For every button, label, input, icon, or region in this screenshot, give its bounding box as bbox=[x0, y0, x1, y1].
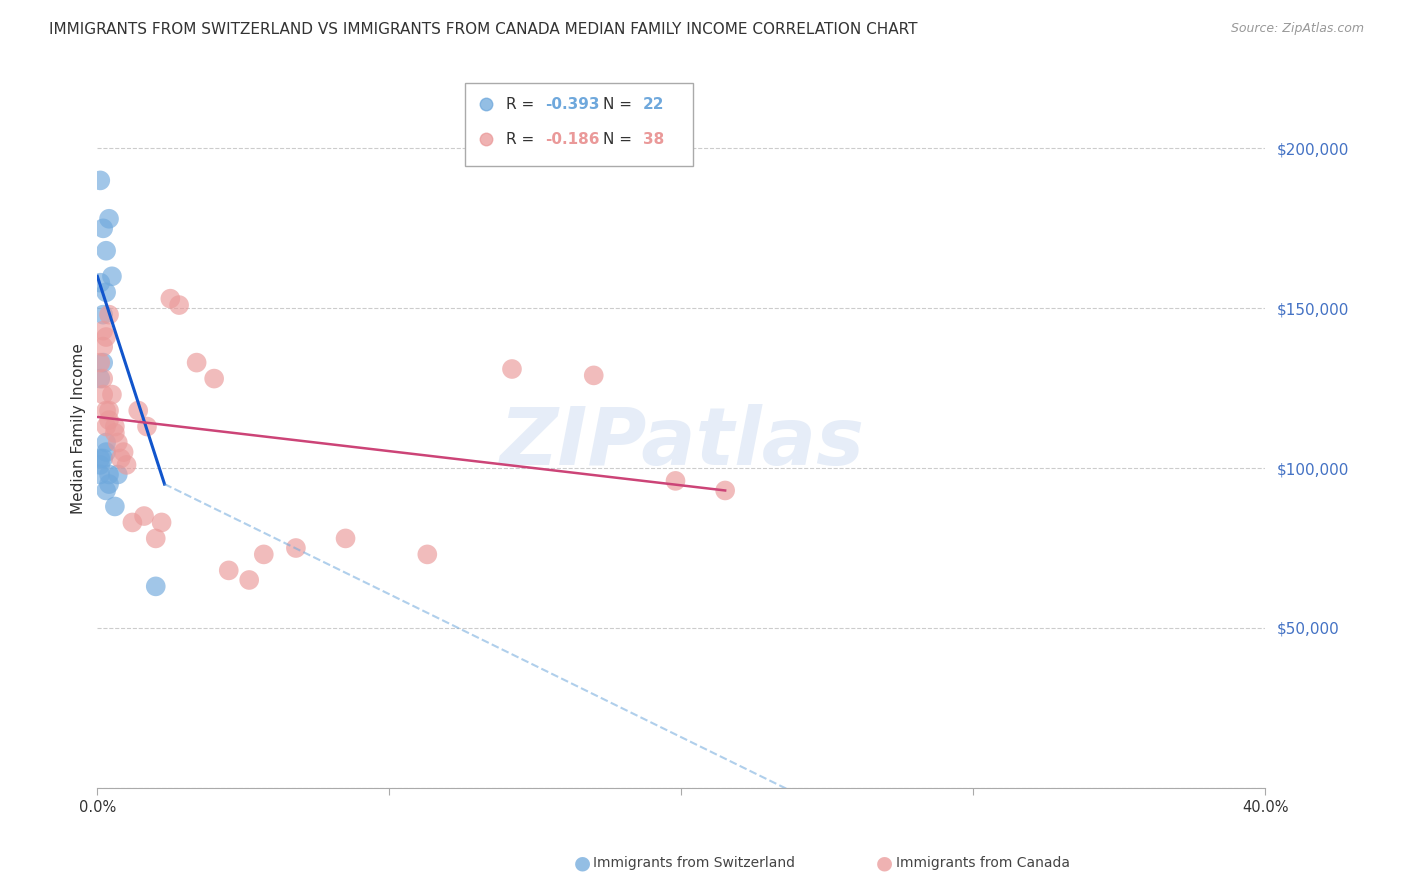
Point bbox=[89, 276, 111, 290]
Point bbox=[238, 573, 260, 587]
Point bbox=[112, 445, 135, 459]
Point bbox=[98, 413, 121, 427]
Point bbox=[94, 285, 117, 300]
Point bbox=[136, 419, 159, 434]
Point bbox=[107, 467, 129, 482]
Point bbox=[94, 445, 117, 459]
Point bbox=[159, 292, 181, 306]
Point bbox=[91, 451, 114, 466]
Point bbox=[110, 451, 132, 466]
Point bbox=[98, 211, 121, 226]
Text: IMMIGRANTS FROM SWITZERLAND VS IMMIGRANTS FROM CANADA MEDIAN FAMILY INCOME CORRE: IMMIGRANTS FROM SWITZERLAND VS IMMIGRANT… bbox=[49, 22, 918, 37]
Point bbox=[89, 458, 111, 472]
Text: Immigrants from Canada: Immigrants from Canada bbox=[896, 856, 1070, 871]
Point bbox=[416, 548, 439, 562]
Text: N =: N = bbox=[603, 131, 637, 146]
Point bbox=[91, 340, 114, 354]
Point bbox=[145, 579, 167, 593]
Point bbox=[104, 419, 127, 434]
Point bbox=[98, 403, 121, 417]
Point bbox=[89, 451, 111, 466]
Point bbox=[335, 532, 357, 546]
Point bbox=[104, 425, 127, 440]
Text: 22: 22 bbox=[643, 97, 664, 112]
Text: -0.186: -0.186 bbox=[544, 131, 599, 146]
Point bbox=[91, 356, 114, 370]
Text: -0.393: -0.393 bbox=[544, 97, 599, 112]
Point bbox=[94, 419, 117, 434]
Point bbox=[253, 548, 276, 562]
Point bbox=[89, 467, 111, 482]
Point bbox=[89, 173, 111, 187]
Point bbox=[107, 435, 129, 450]
Point bbox=[94, 435, 117, 450]
Text: N =: N = bbox=[603, 97, 637, 112]
Point bbox=[91, 324, 114, 338]
Text: ●: ● bbox=[574, 854, 591, 873]
Point bbox=[145, 532, 167, 546]
Point bbox=[284, 541, 307, 555]
Text: Source: ZipAtlas.com: Source: ZipAtlas.com bbox=[1230, 22, 1364, 36]
Text: R =: R = bbox=[506, 131, 540, 146]
Point bbox=[94, 483, 117, 498]
FancyBboxPatch shape bbox=[465, 83, 693, 166]
Point bbox=[664, 474, 686, 488]
Point bbox=[91, 221, 114, 235]
Point bbox=[132, 509, 155, 524]
Point bbox=[91, 308, 114, 322]
Text: ●: ● bbox=[876, 854, 893, 873]
Point bbox=[150, 516, 173, 530]
Point bbox=[202, 371, 225, 385]
Point bbox=[98, 477, 121, 491]
Point bbox=[89, 371, 111, 385]
Point bbox=[186, 356, 208, 370]
Y-axis label: Median Family Income: Median Family Income bbox=[72, 343, 86, 514]
Point bbox=[101, 269, 124, 284]
Point bbox=[115, 458, 138, 472]
Point bbox=[127, 403, 149, 417]
Point bbox=[94, 244, 117, 258]
Text: 38: 38 bbox=[643, 131, 664, 146]
Point bbox=[582, 368, 605, 383]
Point bbox=[714, 483, 737, 498]
Point bbox=[501, 362, 523, 376]
Text: ZIPatlas: ZIPatlas bbox=[499, 403, 863, 482]
Point bbox=[91, 371, 114, 385]
Point bbox=[167, 298, 190, 312]
Text: Immigrants from Switzerland: Immigrants from Switzerland bbox=[593, 856, 796, 871]
Point bbox=[218, 563, 240, 577]
Point bbox=[89, 356, 111, 370]
Point bbox=[91, 387, 114, 401]
Text: R =: R = bbox=[506, 97, 540, 112]
Point bbox=[104, 500, 127, 514]
Point bbox=[94, 330, 117, 344]
Point bbox=[101, 387, 124, 401]
Point bbox=[94, 403, 117, 417]
Point bbox=[98, 467, 121, 482]
Point bbox=[121, 516, 143, 530]
Point bbox=[98, 308, 121, 322]
